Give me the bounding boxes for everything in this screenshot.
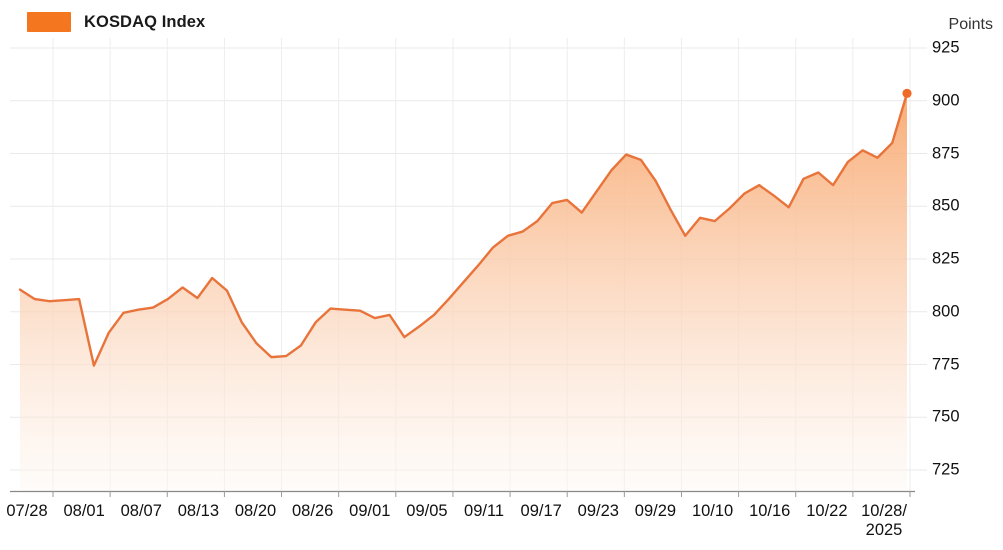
x-axis-tick-label: 08/07: [120, 502, 162, 520]
series-line: [18, 92, 909, 367]
y-axis-tick-label: 900: [932, 91, 960, 110]
x-axis-tick-label: 10/16: [749, 502, 791, 520]
x-axis-tick-label: 09/11: [464, 502, 505, 520]
chart-legend: KOSDAQ Index: [27, 10, 205, 34]
x-axis-tick-label: 08/01: [63, 502, 105, 520]
y-axis-units-label: Points: [948, 16, 993, 33]
last-point-marker: [902, 88, 912, 98]
x-axis-tick-marks: [52, 491, 911, 497]
y-axis-tick-label: 775: [932, 355, 960, 373]
y-axis-tick-label: 725: [932, 460, 960, 479]
x-axis-tick-label: 09/23: [577, 502, 619, 520]
x-axis-tick-label: 10/22: [806, 502, 848, 520]
x-axis-tick-label: 08/26: [292, 502, 334, 520]
y-axis-tick-label: 800: [932, 302, 960, 321]
x-axis-tick-label: 09/29: [634, 502, 677, 520]
x-axis-tick-label: 10/10: [691, 502, 734, 520]
x-axis-tick-label: 09/01: [349, 502, 391, 520]
x-axis-tick-label: 10/28/2025: [861, 502, 907, 540]
x-axis-tick-label: 09/17: [520, 502, 562, 520]
legend-color-swatch: [27, 12, 71, 32]
y-axis-tick-label: 825: [932, 249, 960, 268]
y-axis-tick-label: 750: [932, 407, 960, 426]
x-axis-tick-label: 07/28: [6, 502, 48, 520]
y-axis-tick-label: 850: [932, 196, 960, 215]
y-axis-tick-label: 875: [932, 144, 960, 162]
series-area: [20, 93, 907, 492]
x-axis-tick-label: 08/13: [177, 502, 220, 520]
y-axis-tick-label: 925: [932, 38, 960, 57]
x-axis-tick-label: 08/20: [234, 502, 277, 520]
x-axis-tick-label: 09/05: [406, 502, 448, 520]
x-axis-year-label: 2025: [865, 521, 903, 540]
legend-series-label: KOSDAQ Index: [84, 12, 206, 31]
